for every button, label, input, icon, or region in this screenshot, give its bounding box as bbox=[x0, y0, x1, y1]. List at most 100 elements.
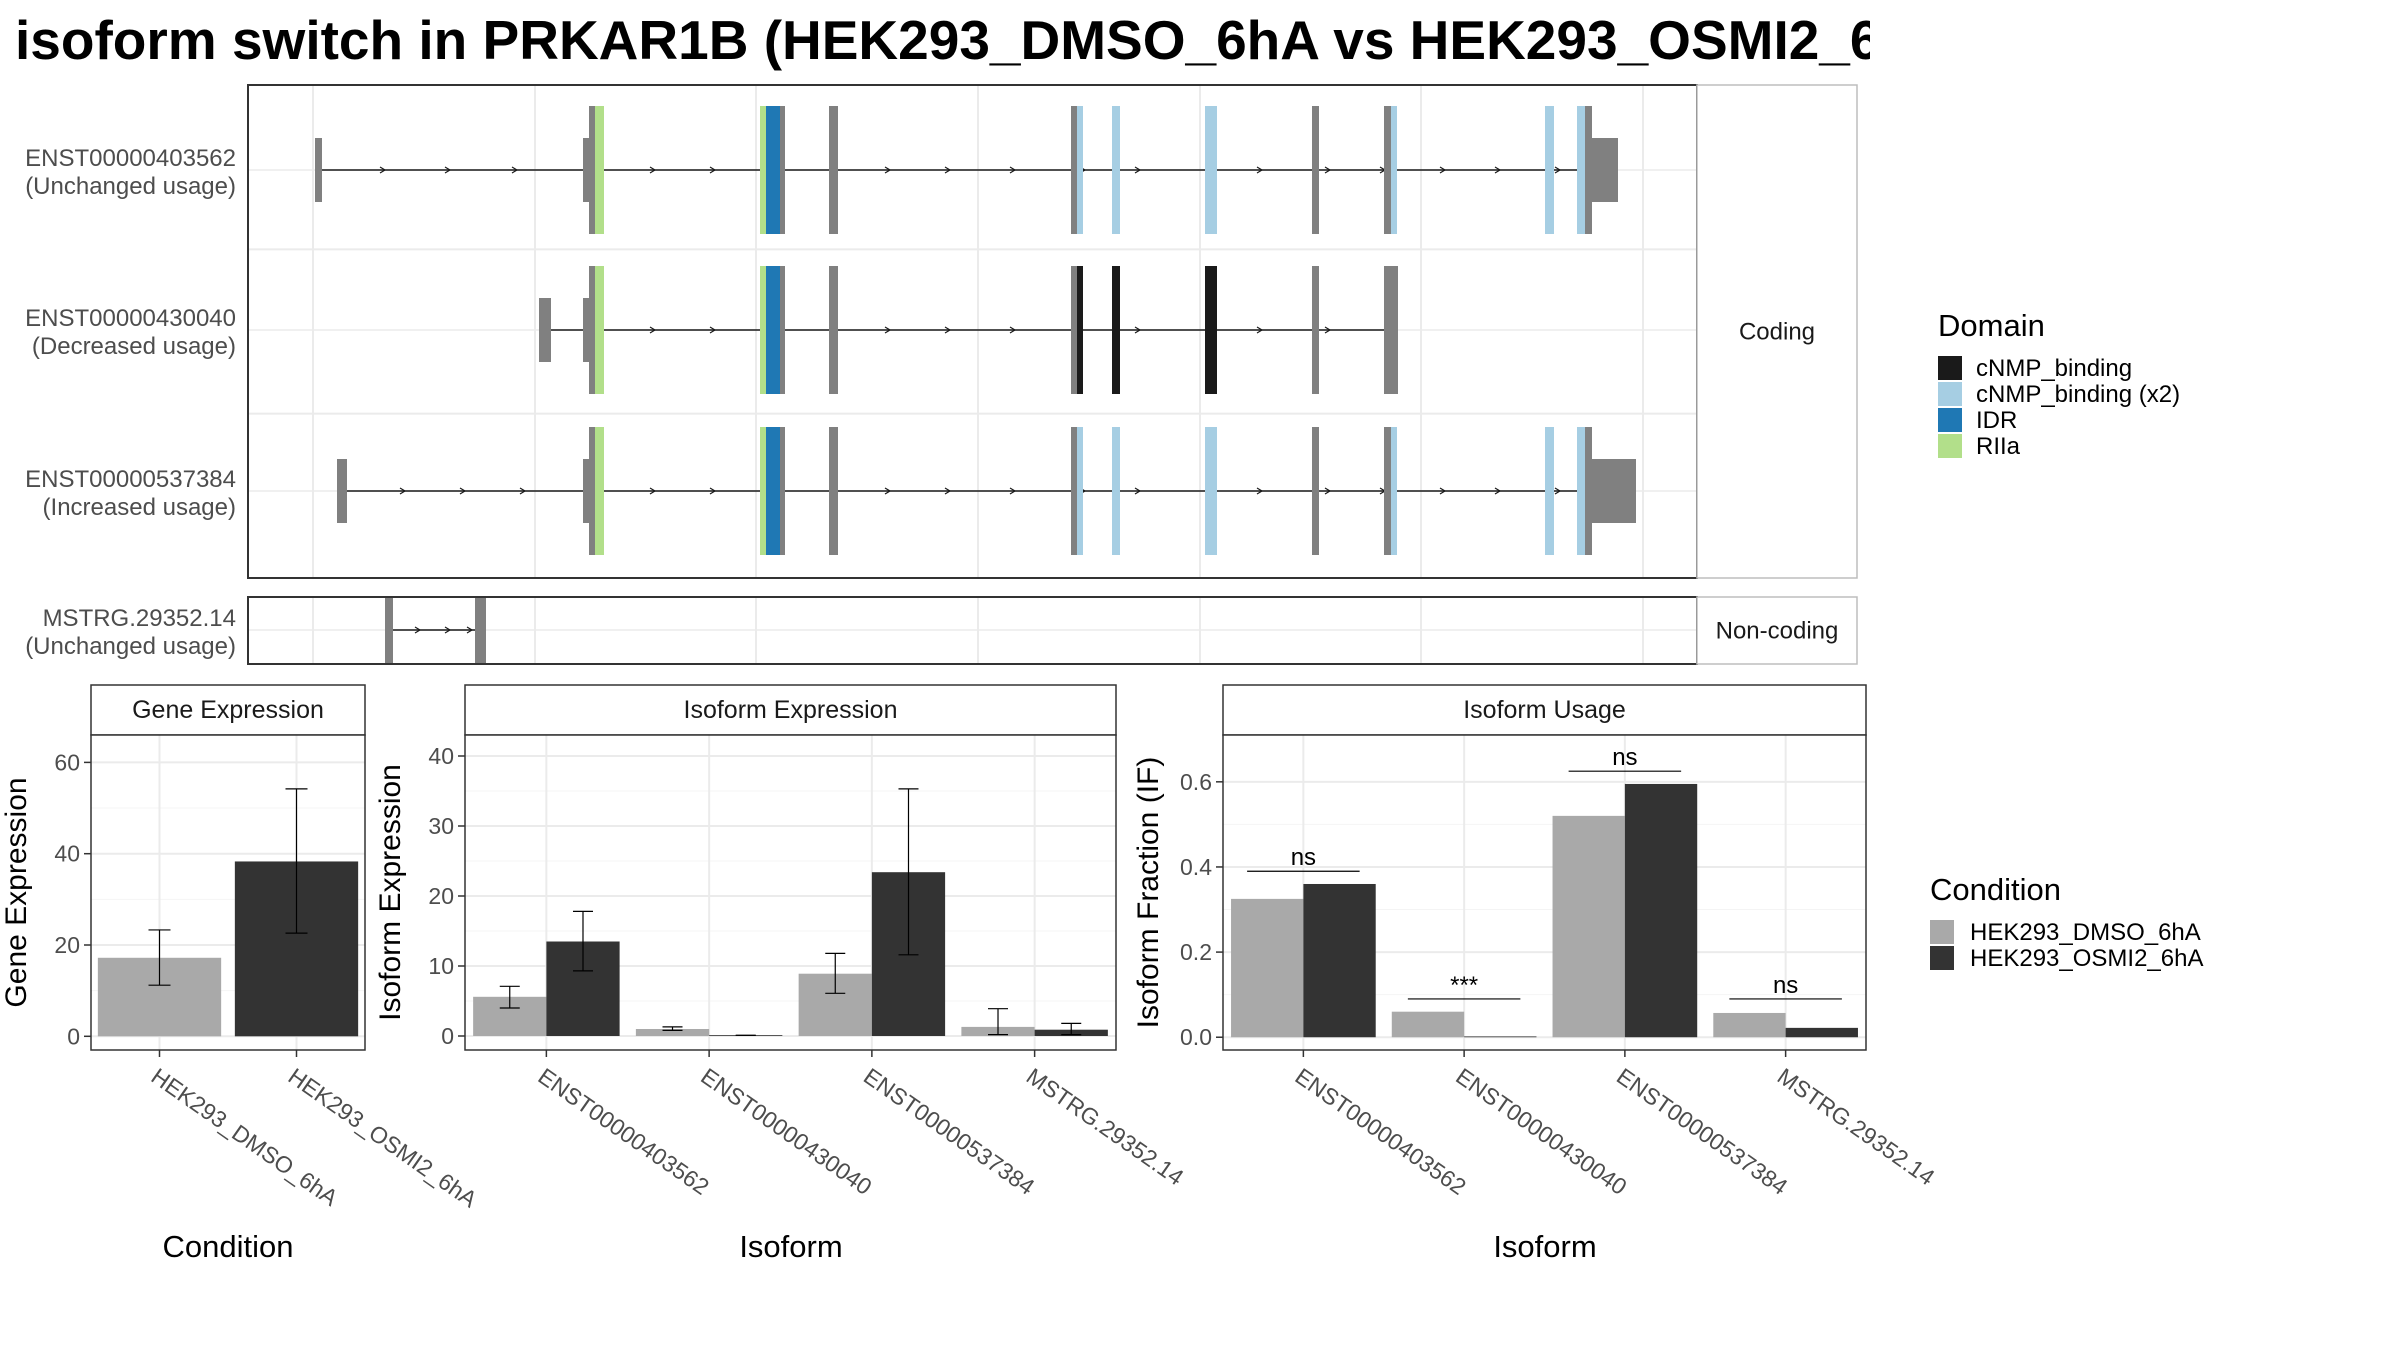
utr-exon bbox=[337, 459, 347, 523]
utr-exon bbox=[583, 138, 589, 202]
facet-strip-coding bbox=[1696, 84, 1858, 579]
y-tick-label: 0 bbox=[67, 1023, 80, 1049]
intron-arrow bbox=[944, 326, 952, 334]
y-tick-label: 0.4 bbox=[1180, 854, 1212, 880]
domain-legend-key bbox=[1938, 382, 1962, 406]
utr-exon bbox=[583, 298, 589, 362]
utr-exon bbox=[1592, 459, 1636, 523]
title-clip: isoform switch in PRKAR1B (HEK293_DMSO_6… bbox=[0, 0, 1870, 80]
exon bbox=[589, 427, 595, 555]
chart-3: Isoform Usage ns *** ns ns 0.0 0.2 0.4 0.6 ENST00… bbox=[1132, 684, 1940, 1264]
utr-exon bbox=[583, 459, 589, 523]
exon bbox=[589, 266, 595, 394]
panel-border bbox=[90, 734, 366, 1051]
intron-arrow bbox=[414, 626, 422, 634]
domain-legend-label: cNMP_binding (x2) bbox=[1976, 381, 2180, 408]
intron-arrow bbox=[649, 487, 657, 495]
condition-legend-title: Condition bbox=[1930, 872, 2061, 907]
bar-osmi2 bbox=[1624, 783, 1698, 1038]
exon bbox=[780, 106, 785, 234]
domain-cNMP-binding-x2 bbox=[1577, 427, 1585, 555]
exon bbox=[589, 106, 595, 234]
intron-arrow bbox=[1256, 326, 1264, 334]
chart-2: Isoform Expression 0 10 20 30 40 ENST000004035… bbox=[374, 684, 1189, 1264]
y-axis-label: Gene Expression bbox=[0, 777, 33, 1007]
bar-dmso bbox=[1391, 1011, 1465, 1038]
intron-arrow bbox=[1009, 487, 1017, 495]
intron-arrow bbox=[459, 487, 467, 495]
intron-arrow bbox=[511, 166, 519, 174]
exon bbox=[385, 597, 393, 663]
panel-title: Isoform Expression bbox=[684, 696, 898, 724]
bar-osmi2 bbox=[1785, 1027, 1858, 1038]
exon bbox=[1312, 106, 1319, 234]
intron-arrow bbox=[884, 166, 892, 174]
domain-IDR bbox=[766, 266, 780, 394]
y-tick-label: 20 bbox=[428, 883, 454, 909]
y-tick-label: 0.0 bbox=[1180, 1024, 1212, 1050]
track-label-id: ENST00000403562 bbox=[25, 145, 236, 172]
domain-legend-title: Domain bbox=[1938, 308, 2045, 343]
y-tick-label: 0.2 bbox=[1180, 939, 1212, 965]
domain-cNMP-binding bbox=[1112, 266, 1120, 394]
track-label-status: (Decreased usage) bbox=[32, 333, 236, 360]
domain-cNMP-binding-x2 bbox=[1112, 106, 1120, 234]
coding-panel-bg bbox=[248, 85, 1697, 578]
y-tick-label: 30 bbox=[428, 813, 454, 839]
domain-cNMP-binding-x2 bbox=[1112, 427, 1120, 555]
panel-border bbox=[1222, 734, 1867, 1051]
intron-arrow bbox=[1324, 326, 1332, 334]
intron-arrow bbox=[1009, 326, 1017, 334]
condition-legend-key bbox=[1930, 946, 1954, 970]
intron-arrow bbox=[884, 326, 892, 334]
bar-osmi2 bbox=[1464, 1036, 1537, 1038]
domain-legend-label: RIIa bbox=[1976, 433, 2021, 460]
y-tick-label: 0 bbox=[441, 1023, 454, 1049]
y-axis-label: Isoform Fraction (IF) bbox=[1132, 757, 1165, 1029]
x-axis-label: Isoform bbox=[739, 1229, 842, 1264]
intron-arrow bbox=[1134, 487, 1142, 495]
utr-exon bbox=[539, 298, 551, 362]
y-tick-label: 0.6 bbox=[1180, 769, 1212, 795]
domain-cNMP-binding-x2 bbox=[1391, 427, 1397, 555]
domain-cNMP-binding-x2 bbox=[1205, 106, 1217, 234]
panel-strip bbox=[464, 684, 1117, 736]
x-tick-label: ENST00000430040 bbox=[1451, 1063, 1631, 1200]
x-tick-label: ENST00000537384 bbox=[859, 1063, 1040, 1200]
figure-title: isoform switch in PRKAR1B (HEK293_DMSO_6… bbox=[15, 9, 1870, 71]
exon bbox=[1312, 266, 1319, 394]
domain-RIIa bbox=[760, 106, 766, 234]
intron-arrow bbox=[649, 326, 657, 334]
intron-arrow bbox=[1009, 166, 1017, 174]
intron-arrow bbox=[649, 166, 657, 174]
intron-arrow bbox=[1554, 166, 1562, 174]
x-axis-label: Isoform bbox=[1493, 1229, 1596, 1264]
y-tick-label: 40 bbox=[54, 841, 80, 867]
domain-RIIa bbox=[595, 427, 604, 555]
significance-label: ns bbox=[1612, 744, 1637, 771]
bar-dmso bbox=[1713, 1012, 1786, 1038]
panel-strip bbox=[1222, 684, 1867, 736]
intron-arrow bbox=[1256, 487, 1264, 495]
intron-arrow bbox=[444, 166, 452, 174]
domain-legend-label: IDR bbox=[1976, 407, 2017, 434]
track-label-status: (Unchanged usage) bbox=[25, 173, 236, 200]
x-tick-label: ENST00000403562 bbox=[1291, 1063, 1471, 1200]
condition-legend-label: HEK293_DMSO_6hA bbox=[1970, 919, 2201, 946]
significance-label: ns bbox=[1773, 972, 1798, 999]
panel-border bbox=[464, 734, 1117, 1051]
domain-IDR bbox=[766, 427, 780, 555]
bar-dmso bbox=[1552, 815, 1625, 1038]
domain-cNMP-binding-x2 bbox=[1545, 106, 1554, 234]
x-tick-label: ENST00000537384 bbox=[1612, 1063, 1793, 1200]
exon bbox=[1312, 427, 1319, 555]
track-label-status: (Increased usage) bbox=[43, 494, 236, 521]
intron-arrow bbox=[1554, 487, 1562, 495]
facet-label-noncoding: Non-coding bbox=[1716, 618, 1839, 645]
intron-arrow bbox=[1256, 166, 1264, 174]
panel-strip bbox=[90, 684, 366, 736]
intron-arrow bbox=[399, 487, 407, 495]
domain-RIIa bbox=[595, 106, 604, 234]
domain-RIIa bbox=[595, 266, 604, 394]
domain-cNMP-binding-x2 bbox=[1545, 427, 1554, 555]
